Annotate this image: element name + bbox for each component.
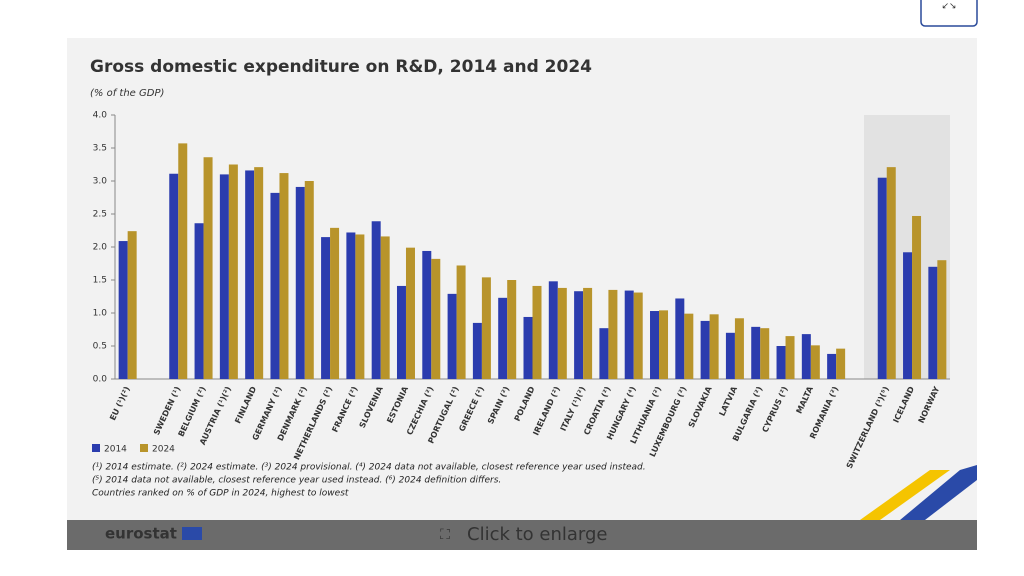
y-tick-label: 4.0 xyxy=(93,111,108,121)
bar xyxy=(912,215,922,379)
bar xyxy=(203,157,213,379)
y-tick-label: 1.5 xyxy=(93,276,107,286)
enlarge-icon: ⛶ xyxy=(440,527,450,543)
bar xyxy=(532,285,542,379)
bar xyxy=(178,143,188,379)
y-tick-label: 1.0 xyxy=(93,309,108,319)
bar xyxy=(194,223,204,379)
bar xyxy=(624,290,634,379)
bar xyxy=(254,167,264,379)
bar xyxy=(650,311,660,379)
eu-flag xyxy=(182,527,202,540)
bar xyxy=(321,237,331,379)
y-tick-label: 2.5 xyxy=(93,210,107,220)
bar xyxy=(937,260,947,379)
bar xyxy=(700,320,710,379)
bar xyxy=(886,167,896,379)
bar xyxy=(279,173,289,379)
bar xyxy=(675,298,685,379)
footnote: (⁵) 2014 data not available, closest ref… xyxy=(92,476,501,486)
bar xyxy=(928,266,938,379)
bar xyxy=(422,250,432,379)
footnote: (¹) 2014 estimate. (²) 2024 estimate. (³… xyxy=(92,463,646,473)
bar xyxy=(725,332,735,379)
bar xyxy=(633,292,643,379)
bar xyxy=(523,316,533,379)
bar xyxy=(760,328,770,379)
bar xyxy=(836,348,846,379)
bar xyxy=(456,265,466,379)
bar xyxy=(608,289,618,379)
bar xyxy=(734,318,744,379)
enlarge-bar[interactable] xyxy=(67,520,977,550)
bar xyxy=(355,234,365,379)
footnote: Countries ranked on % of GDP in 2024, hi… xyxy=(92,489,349,499)
bar xyxy=(118,241,128,379)
bar xyxy=(827,353,837,379)
bar xyxy=(776,346,786,379)
y-tick-label: 2.0 xyxy=(93,243,108,253)
chart-subtitle: (% of the GDP) xyxy=(90,88,164,99)
bar xyxy=(472,322,482,379)
bar xyxy=(219,174,229,379)
bar xyxy=(709,314,719,379)
expand-button[interactable] xyxy=(920,0,978,27)
bar xyxy=(127,231,137,379)
bar xyxy=(751,326,761,379)
bar xyxy=(228,164,238,379)
chart-panel xyxy=(67,38,977,550)
enlarge-label[interactable]: Click to enlarge xyxy=(467,524,608,545)
bar xyxy=(380,236,390,379)
bar xyxy=(548,281,558,379)
legend-label: 2014 xyxy=(104,445,127,455)
bar xyxy=(684,313,694,379)
bar xyxy=(903,252,913,379)
bar xyxy=(481,277,491,379)
bar xyxy=(574,291,584,379)
bar xyxy=(431,258,441,379)
bar xyxy=(304,181,314,379)
logo-stripe xyxy=(860,470,950,520)
bar xyxy=(877,177,887,379)
bar xyxy=(169,173,179,379)
bar xyxy=(330,227,340,379)
expand-icon: ↙↘ xyxy=(941,2,956,12)
bar xyxy=(371,221,381,379)
bar xyxy=(599,328,609,379)
legend-swatch xyxy=(92,444,100,452)
bar xyxy=(810,345,820,379)
bar xyxy=(295,186,305,379)
bar xyxy=(583,287,593,379)
y-tick-label: 3.5 xyxy=(93,144,107,154)
bar xyxy=(498,297,508,379)
logo-stripe xyxy=(900,465,977,520)
bar xyxy=(270,192,280,379)
legend-swatch xyxy=(140,444,148,452)
bar xyxy=(785,336,795,379)
logo: eurostat xyxy=(105,525,177,543)
y-tick-label: 0.5 xyxy=(93,342,107,352)
bar xyxy=(346,232,356,379)
bar xyxy=(405,247,415,379)
bar xyxy=(659,310,669,379)
y-tick-label: 3.0 xyxy=(93,177,108,187)
bar xyxy=(801,334,811,379)
bar xyxy=(396,285,406,379)
y-tick-label: 0.0 xyxy=(93,375,108,385)
chart-title: Gross domestic expenditure on R&D, 2014 … xyxy=(90,57,592,77)
bar xyxy=(447,293,457,379)
legend-label: 2024 xyxy=(152,445,175,455)
bar xyxy=(507,280,517,379)
bar xyxy=(245,170,255,379)
bar xyxy=(557,287,567,379)
